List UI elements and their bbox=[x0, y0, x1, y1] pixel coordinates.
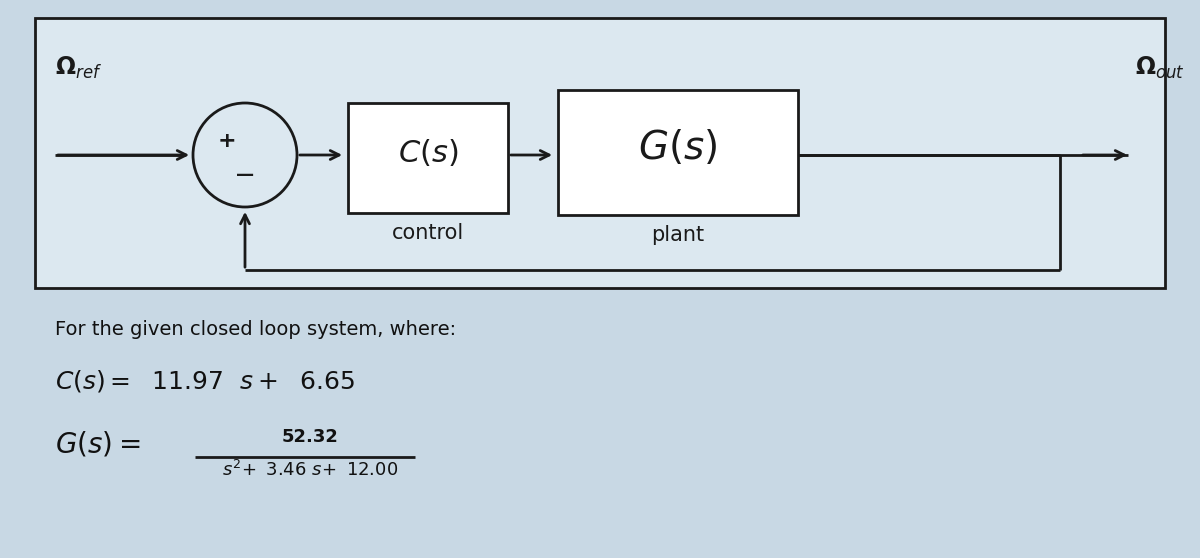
Text: For the given closed loop system, where:: For the given closed loop system, where: bbox=[55, 320, 456, 339]
Text: $\mathbf{\Omega}_{ref}$: $\mathbf{\Omega}_{ref}$ bbox=[55, 55, 102, 81]
Text: $C(s)$: $C(s)$ bbox=[398, 137, 458, 169]
Text: $G(s)$: $G(s)$ bbox=[638, 128, 718, 167]
FancyBboxPatch shape bbox=[35, 18, 1165, 288]
FancyBboxPatch shape bbox=[558, 90, 798, 215]
Text: +: + bbox=[217, 131, 236, 151]
Text: $\mathbf{\Omega}_{out}$: $\mathbf{\Omega}_{out}$ bbox=[1135, 55, 1184, 81]
Text: control: control bbox=[392, 223, 464, 243]
Text: plant: plant bbox=[652, 225, 704, 245]
Text: $C(s) = \ \ 11.97 \ \ s + \ \ 6.65$: $C(s) = \ \ 11.97 \ \ s + \ \ 6.65$ bbox=[55, 368, 355, 394]
FancyBboxPatch shape bbox=[348, 103, 508, 213]
Text: $s^2\!+\ 3.46\ s\!+\ 12.00$: $s^2\!+\ 3.46\ s\!+\ 12.00$ bbox=[222, 460, 398, 480]
Text: —: — bbox=[236, 166, 254, 184]
Text: 52.32: 52.32 bbox=[282, 428, 338, 446]
Text: $G(s) =$: $G(s) =$ bbox=[55, 430, 140, 459]
